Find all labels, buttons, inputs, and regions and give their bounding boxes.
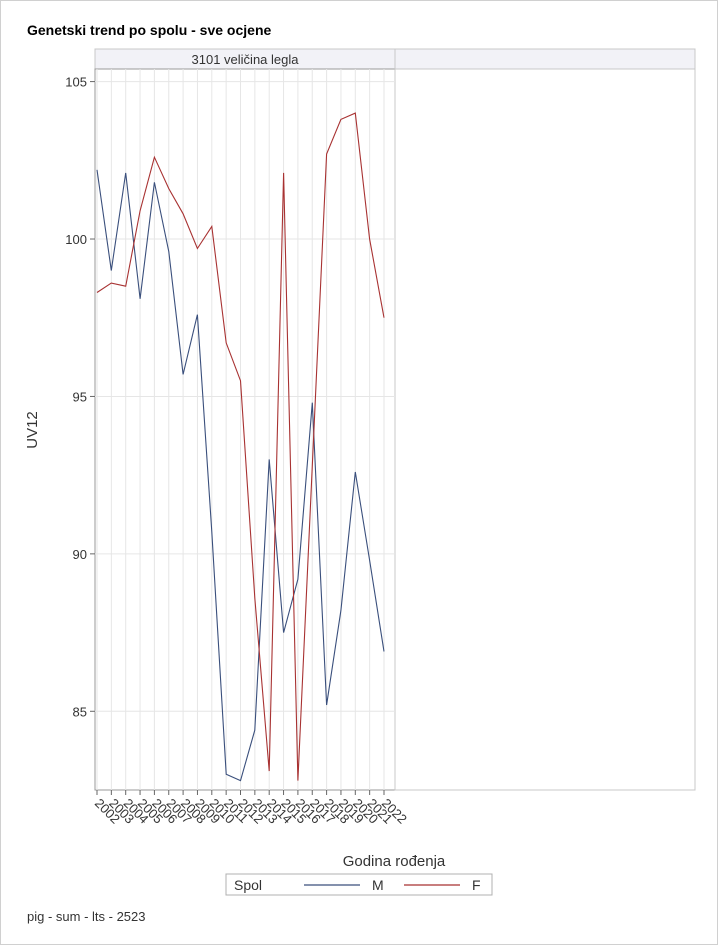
y-axis: 85 90 95 100 105 bbox=[65, 75, 95, 719]
series-line-f bbox=[96, 112, 385, 781]
y-tick-label: 105 bbox=[65, 75, 87, 90]
legend-label-f: F bbox=[472, 877, 481, 893]
plot-area bbox=[94, 68, 396, 791]
series-lines bbox=[96, 112, 385, 782]
y-tick-label: 90 bbox=[73, 547, 87, 562]
y-tick-label: 95 bbox=[73, 389, 87, 404]
x-axis-label: Godina rođenja bbox=[343, 853, 446, 870]
y-tick-label: 100 bbox=[65, 232, 87, 247]
y-axis-label: UV12 bbox=[24, 411, 41, 449]
empty-panel-header bbox=[394, 48, 696, 70]
legend-title: Spol bbox=[234, 877, 262, 893]
legend-label-m: M bbox=[372, 877, 384, 893]
empty-panel bbox=[394, 68, 696, 791]
chart-title: Genetski trend po spolu - sve ocjene bbox=[27, 22, 271, 38]
gridlines bbox=[95, 69, 395, 790]
series-line-m bbox=[96, 169, 385, 782]
footer-note: pig - sum - lts - 2523 bbox=[27, 909, 146, 924]
panel-label: 3101 veličina legla bbox=[192, 52, 300, 67]
legend: Spol M F bbox=[225, 873, 493, 896]
y-tick-label: 85 bbox=[73, 704, 87, 719]
x-axis: 2002200320042005200620072008200920102011… bbox=[92, 790, 410, 827]
